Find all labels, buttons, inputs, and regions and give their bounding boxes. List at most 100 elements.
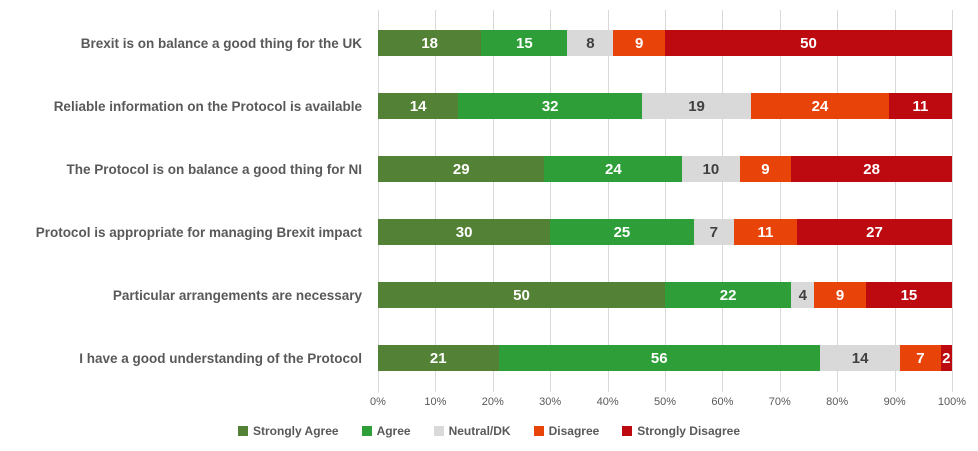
bar-segment-strongly-agree: 14 — [378, 93, 459, 119]
gridline — [607, 10, 609, 392]
legend-item: Neutral/DK — [433, 424, 511, 438]
legend-item: Strongly Disagree — [622, 424, 740, 438]
value-label: 9 — [634, 34, 644, 52]
bar-segment-neutral-dk: 4 — [791, 282, 815, 308]
category-label: Brexit is on balance a good thing for th… — [80, 36, 362, 51]
bar-row: 50 22 4 9 15 — [378, 282, 952, 308]
value-label: 8 — [586, 34, 595, 52]
bar-segment-neutral-dk: 14 — [819, 345, 901, 371]
bar-segment-neutral-dk: 8 — [567, 30, 614, 56]
bar-segment-neutral-dk: 19 — [642, 93, 752, 119]
bar-segment-agree: 24 — [544, 156, 683, 182]
value-label: 22 — [719, 286, 737, 304]
value-label: 14 — [851, 349, 869, 367]
value-label: 11 — [912, 97, 929, 115]
x-axis-tick-label: 80% — [826, 396, 849, 408]
x-axis-tick-label: 20% — [481, 396, 504, 408]
gridline — [492, 10, 494, 392]
value-label: 56 — [650, 349, 668, 367]
bar-segment-strongly-agree: 29 — [378, 156, 545, 182]
category-label: The Protocol is on balance a good thing … — [66, 162, 362, 177]
value-label: 15 — [900, 286, 918, 304]
bar-segment-disagree: 11 — [733, 219, 797, 245]
value-label: 32 — [541, 97, 559, 115]
value-label: 7 — [709, 223, 718, 241]
legend-item: Strongly Agree — [237, 424, 339, 438]
value-label: 7 — [916, 349, 925, 367]
bar-segment-disagree: 9 — [814, 282, 866, 308]
legend-swatch-icon — [533, 426, 544, 436]
gridline — [435, 10, 437, 392]
value-label: 2 — [942, 349, 951, 367]
x-axis-tick-label: 70% — [768, 396, 791, 408]
value-label: 27 — [866, 223, 883, 241]
legend-label: Strongly Agree — [252, 424, 339, 438]
value-label: 9 — [835, 286, 845, 304]
x-axis-tick-label: 100% — [937, 396, 967, 408]
gridline — [894, 10, 896, 392]
value-label: 9 — [761, 160, 770, 178]
gridline — [378, 10, 379, 392]
legend-item: Disagree — [533, 424, 600, 438]
bar-row: 14 32 19 24 11 — [378, 93, 952, 119]
bar-segment-agree: 22 — [665, 282, 792, 308]
legend-swatch-icon — [361, 426, 372, 436]
bar-segment-strongly-disagree: 11 — [888, 93, 952, 119]
value-label: 25 — [613, 223, 631, 241]
bar-segment-disagree: 24 — [751, 93, 889, 119]
x-axis-tick-label: 0% — [370, 396, 386, 408]
bar-segment-disagree: 9 — [739, 156, 792, 182]
gridline — [722, 10, 724, 392]
bar-row: 18 15 8 9 50 — [378, 30, 952, 56]
value-label: 14 — [409, 97, 427, 115]
category-label: I have a good understanding of the Proto… — [79, 351, 362, 366]
bar-segment-disagree: 9 — [613, 30, 665, 56]
gridline — [837, 10, 839, 392]
bar-segment-neutral-dk: 10 — [682, 156, 740, 182]
plot-area: 18 15 8 9 50 14 32 19 24 11 29 24 10 9 28 30 25 7 11 27 50 22… — [378, 10, 953, 392]
bar-segment-strongly-agree: 21 — [378, 345, 499, 371]
bar-row: 21 56 14 7 2 — [378, 345, 952, 371]
legend-item: Agree — [361, 424, 411, 438]
legend-label: Disagree — [548, 424, 600, 438]
value-label: 50 — [513, 286, 530, 304]
value-label: 28 — [863, 160, 880, 178]
legend-swatch-icon — [433, 426, 444, 436]
category-label: Protocol is appropriate for managing Bre… — [35, 225, 362, 240]
value-label: 50 — [800, 34, 817, 52]
legend-label: Agree — [376, 424, 411, 438]
bar-segment-strongly-agree: 30 — [378, 219, 551, 245]
x-axis-tick-label: 40% — [596, 396, 619, 408]
bar-segment-strongly-agree: 18 — [378, 30, 482, 56]
bar-segment-agree: 32 — [458, 93, 643, 119]
bar-segment-strongly-disagree: 50 — [664, 30, 952, 56]
bar-segment-agree: 15 — [481, 30, 568, 56]
bar-segment-strongly-disagree: 28 — [791, 156, 952, 182]
x-axis-tick-label: 50% — [653, 396, 677, 408]
value-label: 15 — [516, 34, 533, 52]
category-label: Reliable information on the Protocol is … — [53, 99, 362, 114]
legend-swatch-icon — [237, 426, 248, 436]
x-axis-tick-label: 60% — [711, 396, 734, 408]
value-label: 29 — [452, 160, 470, 178]
gridline — [779, 10, 781, 392]
value-label: 19 — [688, 97, 705, 115]
x-axis-tick-label: 30% — [539, 396, 562, 408]
bar-segment-agree: 56 — [498, 345, 820, 371]
bar-segment-strongly-disagree: 15 — [865, 282, 952, 308]
bar-segment-strongly-agree: 50 — [378, 282, 665, 308]
value-label: 4 — [798, 286, 807, 304]
bar-segment-neutral-dk: 7 — [693, 219, 734, 245]
value-label: 11 — [757, 223, 774, 241]
legend-label: Neutral/DK — [448, 424, 511, 438]
gridline — [665, 10, 666, 392]
bar-segment-disagree: 7 — [900, 345, 941, 371]
legend-label: Strongly Disagree — [637, 424, 740, 438]
category-label: Particular arrangements are necessary — [112, 288, 362, 303]
bar-row: 29 24 10 9 28 — [378, 156, 952, 182]
value-label: 30 — [455, 223, 473, 241]
gridline — [952, 10, 953, 392]
value-label: 10 — [702, 160, 720, 178]
legend: Strongly Agree Agree Neutral/DK Disagree Str… — [0, 424, 978, 438]
